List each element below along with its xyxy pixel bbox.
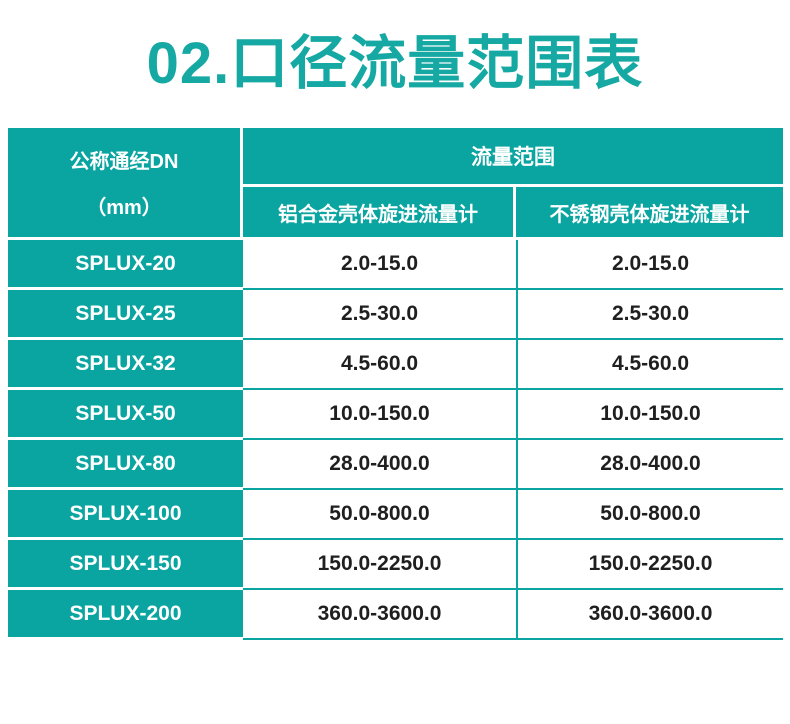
model-cell: SPLUX-100: [8, 490, 243, 540]
aluminum-flow-cell: 10.0-150.0: [243, 390, 516, 440]
stainless-flow-cell: 50.0-800.0: [516, 490, 783, 540]
model-cell: SPLUX-80: [8, 440, 243, 490]
table-row: SPLUX-50 10.0-150.0 10.0-150.0: [8, 390, 783, 440]
header-dn-line1: 公称通经DN: [69, 151, 179, 173]
table-row: SPLUX-200 360.0-3600.0 360.0-3600.0: [8, 590, 783, 640]
header-dn-cell: 公称通经DN （mm）: [8, 128, 243, 240]
stainless-flow-cell: 4.5-60.0: [516, 340, 783, 390]
stainless-flow-cell: 2.0-15.0: [516, 240, 783, 290]
stainless-flow-cell: 150.0-2250.0: [516, 540, 783, 590]
aluminum-flow-cell: 50.0-800.0: [243, 490, 516, 540]
stainless-flow-cell: 28.0-400.0: [516, 440, 783, 490]
model-cell: SPLUX-50: [8, 390, 243, 440]
table-row: SPLUX-32 4.5-60.0 4.5-60.0: [8, 340, 783, 390]
stainless-flow-cell: 2.5-30.0: [516, 290, 783, 340]
table-header: 公称通经DN （mm） 流量范围 铝合金壳体旋进流量计 不锈钢壳体旋进流量计: [8, 128, 783, 240]
aluminum-flow-cell: 2.5-30.0: [243, 290, 516, 340]
table-row: SPLUX-80 28.0-400.0 28.0-400.0: [8, 440, 783, 490]
aluminum-flow-cell: 150.0-2250.0: [243, 540, 516, 590]
stainless-flow-cell: 10.0-150.0: [516, 390, 783, 440]
model-cell: SPLUX-25: [8, 290, 243, 340]
aluminum-flow-cell: 4.5-60.0: [243, 340, 516, 390]
header-dn-line2: （mm）: [86, 197, 162, 219]
page-title: 02.口径流量范围表: [146, 31, 644, 96]
stainless-flow-cell: 360.0-3600.0: [516, 590, 783, 640]
aluminum-flow-cell: 360.0-3600.0: [243, 590, 516, 640]
flow-range-table: 公称通经DN （mm） 流量范围 铝合金壳体旋进流量计 不锈钢壳体旋进流量计 S…: [8, 128, 783, 640]
model-cell: SPLUX-200: [8, 590, 243, 640]
table-row: SPLUX-25 2.5-30.0 2.5-30.0: [8, 290, 783, 340]
table-body: SPLUX-20 2.0-15.0 2.0-15.0 SPLUX-25 2.5-…: [8, 240, 783, 640]
header-flow-range-cell: 流量范围: [243, 128, 783, 187]
table-row: SPLUX-100 50.0-800.0 50.0-800.0: [8, 490, 783, 540]
model-cell: SPLUX-32: [8, 340, 243, 390]
aluminum-flow-cell: 28.0-400.0: [243, 440, 516, 490]
header-aluminum-column: 铝合金壳体旋进流量计: [243, 187, 516, 240]
table-row: SPLUX-20 2.0-15.0 2.0-15.0: [8, 240, 783, 290]
header-stainless-column: 不锈钢壳体旋进流量计: [516, 187, 783, 240]
aluminum-flow-cell: 2.0-15.0: [243, 240, 516, 290]
table-row: SPLUX-150 150.0-2250.0 150.0-2250.0: [8, 540, 783, 590]
model-cell: SPLUX-150: [8, 540, 243, 590]
model-cell: SPLUX-20: [8, 240, 243, 290]
